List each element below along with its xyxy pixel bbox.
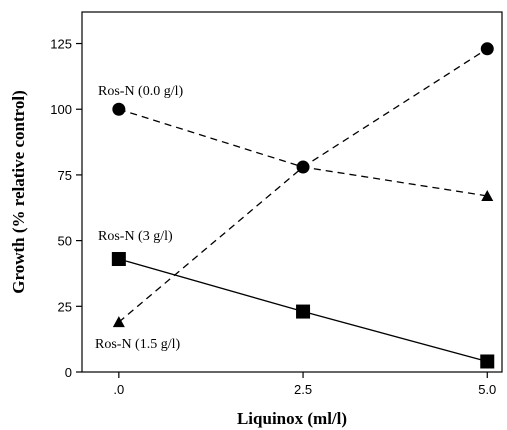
- square-marker: [480, 354, 495, 369]
- triangle-marker: [481, 189, 494, 201]
- plot-frame: [81, 11, 503, 373]
- x-axis-title: Liquinox (ml/l): [237, 409, 347, 428]
- x-tick-label: .0: [113, 382, 124, 397]
- circle-marker: [480, 42, 494, 56]
- y-tick-label: 50: [58, 234, 72, 249]
- square-marker: [111, 252, 126, 267]
- y-tick-label: 125: [50, 37, 72, 52]
- series-markers: [111, 42, 495, 369]
- y-tick-label: 75: [58, 168, 72, 183]
- x-axis-ticks: .0 2.5 5.0: [113, 372, 496, 397]
- series-line-0: [118, 108, 488, 197]
- triangle-marker: [112, 316, 125, 328]
- y-axis-ticks: 0 25 50 75 100 125: [50, 37, 82, 380]
- circle-marker: [296, 160, 310, 174]
- circle-marker: [112, 102, 126, 116]
- square-marker: [296, 304, 311, 319]
- x-tick-label: 5.0: [478, 382, 496, 397]
- y-axis-title: Growth (% relative control): [9, 90, 28, 294]
- x-tick-label: 2.5: [294, 382, 312, 397]
- y-tick-label: 0: [65, 365, 72, 380]
- series-label-ros-n-1-5: Ros-N (1.5 g/l): [95, 337, 181, 352]
- y-tick-label: 100: [50, 102, 72, 117]
- series-label-ros-n-0: Ros-N (0.0 g/l): [98, 84, 184, 99]
- series-label-ros-n-3: Ros-N (3 g/l): [98, 229, 173, 244]
- y-tick-label: 25: [58, 299, 72, 314]
